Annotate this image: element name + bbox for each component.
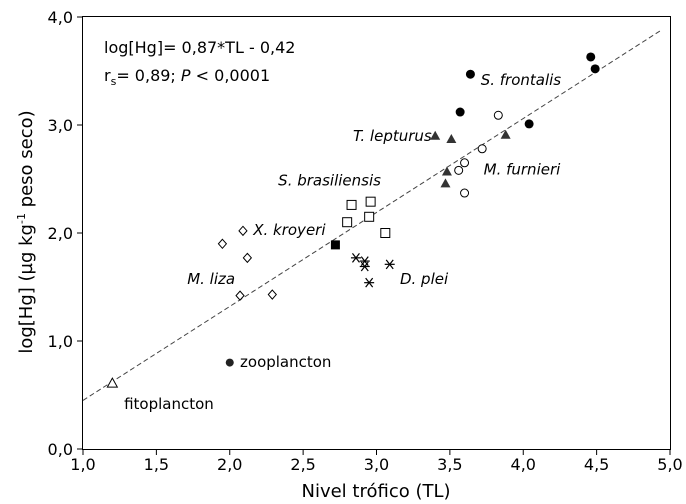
y-tick-label: 1,0 xyxy=(48,332,73,351)
label-s-brasiliensis: S. brasiliensis xyxy=(278,171,381,189)
label-m-furnieri: M. furnieri xyxy=(484,161,562,179)
x-tick-label: 4,0 xyxy=(511,455,536,474)
y-axis-title-main: log[Hg] (µg kg xyxy=(16,224,37,354)
r-symbol: r xyxy=(104,66,111,85)
data-points xyxy=(106,52,600,388)
y-tick-label: 0,0 xyxy=(48,440,73,459)
data-point-t-lepturus xyxy=(500,129,511,139)
data-point-d-plei xyxy=(359,256,370,266)
regression-line xyxy=(82,29,662,401)
data-point-m-furnieri xyxy=(460,188,470,198)
data-point-d-plei xyxy=(364,277,375,288)
x-tick-label: 3,5 xyxy=(437,455,462,474)
x-tick-label: 4,5 xyxy=(584,455,609,474)
y-tick-label: 3,0 xyxy=(48,116,73,135)
label-s-frontalis: S. frontalis xyxy=(481,71,562,89)
data-point-zooplancton xyxy=(225,358,234,367)
x-tick-label: 1,5 xyxy=(144,455,169,474)
data-point-m-furnieri xyxy=(477,144,487,154)
data-point-t-lepturus xyxy=(440,178,451,188)
x-axis-title: Nivel trófico (TL) xyxy=(301,481,450,502)
p-value: < 0,0001 xyxy=(191,66,271,85)
data-point-s-frontalis xyxy=(465,69,475,79)
label-t-lepturus: T. lepturus xyxy=(353,127,432,145)
data-point-s-brasiliensis xyxy=(380,228,391,238)
equation-annotation: log[Hg]= 0,87*TL - 0,42 xyxy=(104,38,295,57)
x-tick-label: 1,0 xyxy=(70,455,95,474)
data-point-s-frontalis xyxy=(455,107,465,117)
label-zooplancton: zooplancton xyxy=(240,353,331,371)
stats-annotation: rs= 0,89; P < 0,0001 xyxy=(104,66,270,88)
series-labels: fitoplancton zooplancton M. liza X. kroyeri… xyxy=(124,71,561,413)
data-point-s-brasiliensis xyxy=(342,217,353,228)
data-point-m-liza xyxy=(238,225,248,237)
data-point-fitoplancton xyxy=(106,377,119,388)
data-point-s-brasiliensis xyxy=(364,211,375,222)
r-subscript: s xyxy=(111,75,117,88)
data-point-m-furnieri xyxy=(493,110,503,120)
data-point-m-liza xyxy=(235,290,245,301)
data-point-d-plei-stroke xyxy=(360,261,369,272)
data-point-s-frontalis xyxy=(524,119,534,129)
y-axis-ticks: 0,0 1,0 2,0 3,0 4,0 xyxy=(48,8,83,459)
x-axis-ticks: 1,0 1,5 2,0 2,5 3,0 3,5 4,0 4,5 5,0 xyxy=(70,449,683,474)
data-point-t-lepturus xyxy=(441,166,452,176)
data-point-m-liza xyxy=(267,289,277,300)
y-tick-label: 2,0 xyxy=(48,224,73,243)
label-x-kroyeri: X. kroyeri xyxy=(252,221,326,239)
label-m-liza: M. liza xyxy=(187,270,235,288)
data-point-m-furnieri xyxy=(454,165,464,175)
data-point-s-frontalis xyxy=(586,52,596,62)
data-point-m-furnieri xyxy=(460,158,470,168)
x-tick-label: 3,0 xyxy=(364,455,389,474)
y-axis-title-rest: peso seco) xyxy=(16,110,37,213)
data-point-d-plei-stroke xyxy=(365,277,374,288)
data-point-s-frontalis xyxy=(590,64,600,74)
y-axis-title-superscript: -1 xyxy=(15,213,28,224)
x-tick-label: 5,0 xyxy=(657,455,682,474)
data-point-s-brasiliensis xyxy=(346,199,357,210)
data-point-d-plei-stroke xyxy=(351,252,360,263)
data-point-d-plei-stroke xyxy=(385,259,394,270)
data-point-m-liza xyxy=(217,238,228,250)
label-d-plei: D. plei xyxy=(400,270,449,288)
data-point-s-brasiliensis xyxy=(365,196,376,207)
r-value: = 0,89; xyxy=(116,66,181,85)
data-point-t-lepturus xyxy=(430,130,441,140)
data-point-d-plei xyxy=(350,252,361,263)
y-axis-title: log[Hg] (µg kg-1 peso seco) xyxy=(15,110,37,353)
y-tick-label: 4,0 xyxy=(48,8,73,27)
x-tick-label: 2,0 xyxy=(217,455,242,474)
p-symbol: P xyxy=(181,66,191,85)
data-point-m-liza xyxy=(242,252,253,264)
label-fitoplancton: fitoplancton xyxy=(124,395,214,413)
data-point-d-plei xyxy=(359,261,370,272)
data-point-t-lepturus xyxy=(446,134,457,144)
x-tick-label: 2,5 xyxy=(290,455,315,474)
data-point-x-kroyeri xyxy=(330,240,340,250)
data-point-d-plei xyxy=(384,259,395,270)
